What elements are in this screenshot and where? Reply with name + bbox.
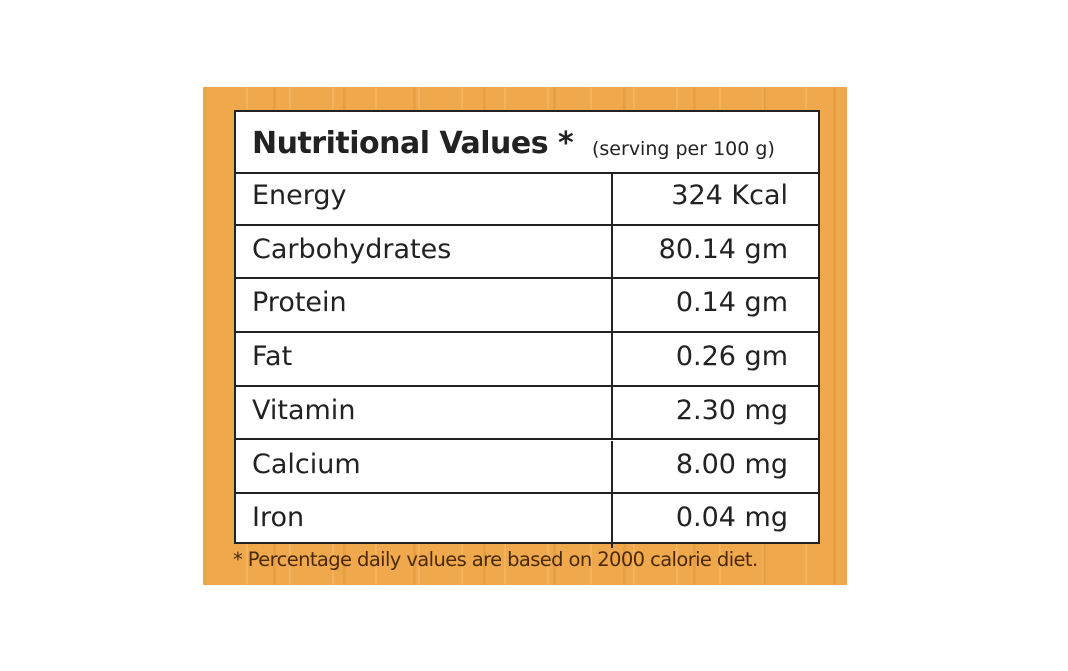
column-divider <box>611 172 613 224</box>
nutrient-value: 0.26 gm <box>675 341 788 373</box>
column-divider <box>611 494 613 548</box>
column-divider <box>611 279 613 332</box>
column-divider <box>611 386 613 439</box>
footnote: * Percentage daily values are based on 2… <box>233 548 758 571</box>
table-row: Energy 324 Kcal <box>236 172 818 226</box>
nutrient-value: 0.04 mg <box>675 502 788 534</box>
column-divider <box>611 333 613 385</box>
nutrient-value: 80.14 gm <box>658 233 788 265</box>
nutrient-value: 8.00 mg <box>675 448 788 480</box>
subtitle: (serving per 100 g) <box>592 138 775 160</box>
nutrient-name: Protein <box>252 287 347 319</box>
table-header: Nutritional Values * (serving per 100 g) <box>236 112 818 174</box>
table-row: Iron 0.04 mg <box>236 494 818 548</box>
nutrient-name: Vitamin <box>252 394 356 426</box>
column-divider <box>611 440 613 493</box>
nutrient-value: 0.14 gm <box>675 287 788 319</box>
label-panel: Nutritional Values * (serving per 100 g)… <box>203 87 847 585</box>
table-row: Calcium 8.00 mg <box>236 440 818 495</box>
table-row: Protein 0.14 gm <box>236 279 818 334</box>
nutrient-name: Carbohydrates <box>252 233 452 265</box>
nutrient-name: Iron <box>252 502 305 534</box>
table-row: Fat 0.26 gm <box>236 333 818 387</box>
nutrient-name: Fat <box>252 341 293 373</box>
nutrient-value: 324 Kcal <box>671 180 788 211</box>
nutrient-name: Calcium <box>252 448 361 480</box>
table-row: Vitamin 2.30 mg <box>236 386 818 441</box>
table-row: Carbohydrates 80.14 gm <box>236 225 818 280</box>
nutrition-table: Nutritional Values * (serving per 100 g)… <box>234 110 820 548</box>
nutrient-value: 2.30 mg <box>675 394 788 426</box>
column-divider <box>611 225 613 278</box>
title: Nutritional Values * <box>252 126 574 161</box>
nutrient-name: Energy <box>252 180 347 211</box>
